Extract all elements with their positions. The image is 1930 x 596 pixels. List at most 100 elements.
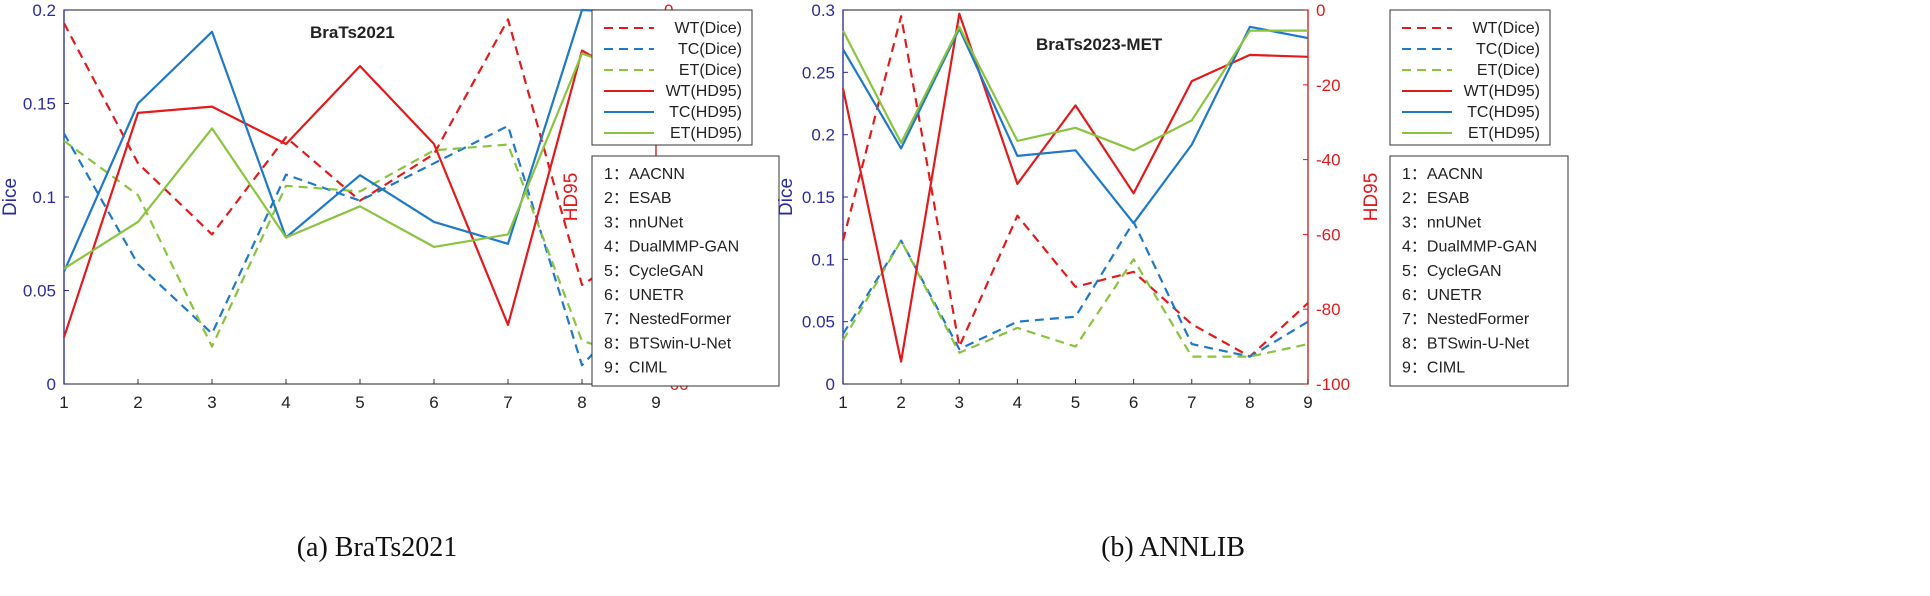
panel-caption: (a) BraTs2021 — [297, 532, 458, 563]
left-tick-label: 0.1 — [811, 250, 835, 269]
method-legend-item: 6：UNETR — [1402, 287, 1482, 304]
x-tick-label: 8 — [1245, 393, 1254, 412]
right-axis-label: HD95 — [1361, 173, 1382, 222]
series-lines — [841, 12, 1309, 363]
method-legend-item: 9：CIML — [1402, 360, 1465, 377]
series-line-wt-dice — [63, 18, 657, 286]
left-tick-label: 0.05 — [802, 313, 835, 332]
method-legend-item: 8：BTSwin-U-Net — [1402, 335, 1530, 352]
right-tick-label: -40 — [1316, 151, 1341, 170]
left-tick-label: 0.2 — [811, 126, 835, 145]
series-line-wt-hd95 — [62, 49, 657, 338]
method-legend: 1：AACNN 2：ESAB 3：nnUNet 4：DualMMP-GAN 5：Cycl… — [1389, 155, 1569, 387]
left-axis-label: Dice — [776, 178, 797, 216]
right-tick-label: -100 — [1316, 375, 1350, 394]
legend-label: ET(HD95) — [1468, 125, 1540, 142]
x-tick-label: 3 — [955, 393, 964, 412]
x-tick-label: 7 — [1187, 393, 1196, 412]
series-line-et-hd95 — [842, 25, 1308, 152]
chart-panel-b: 0 0.05 0.1 0.15 0.2 0.25 0.3 -100 -80 -60 -40 -20 0… — [776, 1, 1569, 563]
legend-label: WT(Dice) — [674, 20, 742, 37]
method-legend-item: 4：DualMMP-GAN — [604, 239, 739, 256]
plot-title: BraTs2023-MET — [1036, 35, 1163, 54]
left-tick-label: 0 — [47, 375, 56, 394]
legend-label: TC(HD95) — [669, 104, 742, 121]
method-legend-item: 6：UNETR — [604, 287, 684, 304]
legend-label: ET(HD95) — [670, 125, 742, 142]
plot-frame — [842, 9, 1309, 385]
plot-title: BraTs2021 — [310, 23, 395, 42]
series-line-tc-hd95 — [62, 8, 657, 273]
left-tick-label: 0.2 — [32, 1, 56, 20]
left-tick-label: 0.25 — [802, 63, 835, 82]
method-legend-item: 8：BTSwin-U-Net — [604, 335, 732, 352]
legend-label: ET(Dice) — [679, 62, 742, 79]
x-tick-label: 9 — [1303, 393, 1312, 412]
series-legend: WT(Dice) TC(Dice) ET(Dice) WT(HD95) TC(HD95)… — [591, 9, 753, 146]
series-line-et-dice — [842, 239, 1309, 358]
x-axis-ticks: 1 2 3 4 5 6 7 8 9 — [59, 379, 661, 412]
panel-caption: (b) ANNLIB — [1101, 532, 1245, 563]
x-tick-label: 3 — [207, 393, 216, 412]
x-tick-label: 1 — [59, 393, 68, 412]
method-legend-item: 2：ESAB — [604, 190, 672, 207]
legend-label: TC(Dice) — [678, 41, 742, 58]
left-tick-label: 0.15 — [802, 188, 835, 207]
legend-label: WT(HD95) — [1464, 83, 1540, 100]
x-tick-label: 2 — [896, 393, 905, 412]
left-axis-ticks: 0 0.05 0.1 0.15 0.2 0.25 0.3 — [802, 1, 848, 394]
x-tick-label: 2 — [133, 393, 142, 412]
method-legend-item: 3：nnUNet — [604, 214, 684, 231]
left-tick-label: 0.05 — [23, 282, 56, 301]
left-tick-label: 0.3 — [811, 1, 835, 20]
legend-label: WT(Dice) — [1472, 20, 1540, 37]
legend-label: TC(HD95) — [1467, 104, 1540, 121]
legend-label: ET(Dice) — [1477, 62, 1540, 79]
x-tick-label: 6 — [1129, 393, 1138, 412]
method-legend-item: 7：NestedFormer — [604, 311, 732, 328]
method-legend-item: 3：nnUNet — [1402, 214, 1482, 231]
series-legend-box — [1389, 9, 1551, 146]
method-legend-box — [1389, 155, 1569, 387]
series-line-wt-dice — [841, 15, 1309, 358]
x-tick-label: 4 — [281, 393, 290, 412]
right-axis-label: HD95 — [561, 173, 582, 222]
series-line-et-dice — [63, 140, 657, 363]
right-tick-label: -20 — [1316, 76, 1341, 95]
method-legend: 1：AACNN 2：ESAB 3：nnUNet 4：DualMMP-GAN 5：Cycl… — [591, 155, 780, 387]
left-tick-label: 0 — [826, 375, 835, 394]
right-tick-label: 0 — [1316, 1, 1325, 20]
x-tick-label: 8 — [577, 393, 586, 412]
method-legend-item: 2：ESAB — [1402, 190, 1470, 207]
left-axis-label: Dice — [0, 178, 21, 216]
x-tick-label: 7 — [503, 393, 512, 412]
method-legend-box — [591, 155, 780, 387]
left-tick-label: 0.1 — [32, 188, 56, 207]
x-tick-label: 5 — [1071, 393, 1080, 412]
series-line-tc-dice — [63, 124, 657, 367]
x-tick-label: 1 — [838, 393, 847, 412]
right-tick-label: -60 — [1316, 225, 1341, 244]
method-legend-item: 5：CycleGAN — [604, 263, 704, 280]
series-legend-box — [591, 9, 753, 146]
method-legend-item: 1：AACNN — [604, 166, 685, 183]
legend-label: WT(HD95) — [666, 83, 742, 100]
method-legend-item: 9：CIML — [604, 360, 667, 377]
legend-label: TC(Dice) — [1476, 41, 1540, 58]
series-lines — [62, 8, 657, 367]
right-tick-label: -80 — [1316, 300, 1341, 319]
left-tick-label: 0.15 — [23, 95, 56, 114]
x-tick-label: 6 — [429, 393, 438, 412]
x-axis-ticks: 1 2 3 4 5 6 7 8 9 — [838, 379, 1313, 412]
right-axis-ticks: -100 -80 -60 -40 -20 0 — [1303, 1, 1350, 394]
chart-panel-a: 00.050.10.150.2 -60-50-40-30-20-100 1234… — [0, 1, 780, 563]
series-legend: WT(Dice) TC(Dice) ET(Dice) WT(HD95) TC(HD95)… — [1389, 9, 1551, 146]
x-tick-label: 4 — [1013, 393, 1022, 412]
method-legend-item: 4：DualMMP-GAN — [1402, 239, 1537, 256]
left-axis-ticks: 0 0.05 0.1 0.15 0.2 — [23, 1, 69, 394]
method-legend-item: 5：CycleGAN — [1402, 263, 1502, 280]
series-line-et-hd95 — [63, 52, 657, 270]
x-tick-label: 5 — [355, 393, 364, 412]
method-legend-item: 1：AACNN — [1402, 166, 1483, 183]
